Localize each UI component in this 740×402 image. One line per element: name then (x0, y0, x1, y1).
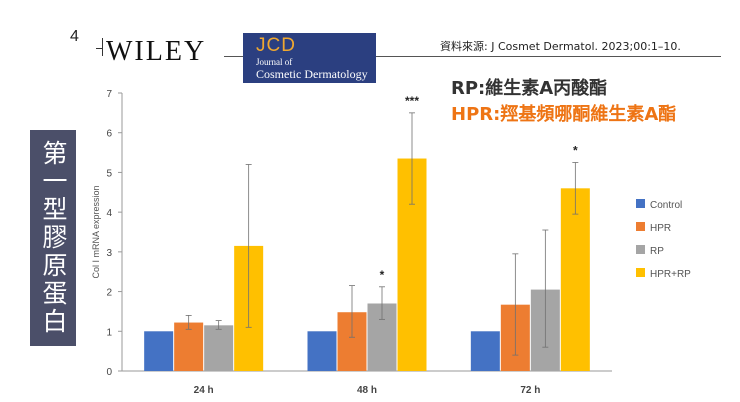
journal-line2: Cosmetic Dermatology (256, 67, 368, 81)
y-tick-label: 6 (106, 129, 112, 140)
caption-hpr: HPR:羥基頻哪酮維生素A酯 (451, 104, 677, 125)
x-tick-label: 48 h (357, 385, 377, 396)
page-number: 4 (70, 28, 79, 45)
x-tick-label: 24 h (194, 385, 214, 396)
significance-marker: * (573, 144, 578, 158)
journal-logo: JCD Journal of Cosmetic Dermatology (243, 33, 376, 83)
y-tick-label: 0 (106, 367, 112, 378)
significance-marker: * (380, 268, 385, 282)
y-tick-label: 1 (106, 327, 112, 338)
legend-swatch (636, 199, 645, 208)
publisher-logo: WILEY (106, 36, 207, 67)
legend-label: HPR+RP (650, 269, 691, 280)
y-tick-label: 4 (106, 208, 112, 219)
x-tick-label: 72 h (520, 385, 540, 396)
legend-swatch (636, 245, 645, 254)
y-tick-label: 3 (106, 248, 112, 259)
bar (174, 322, 204, 371)
publisher-divider (102, 38, 103, 56)
journal-line1: Journal of (256, 57, 293, 67)
bar (307, 331, 337, 371)
side-label: 第一型膠原蛋白 (39, 140, 68, 336)
legend-swatch (636, 222, 645, 231)
bar (144, 331, 174, 371)
header-rule (224, 56, 721, 57)
caption-rp: RP:維生素A丙酸酯 (451, 78, 608, 99)
legend-label: Control (650, 200, 682, 211)
legend-label: RP (650, 246, 664, 257)
significance-marker: *** (405, 94, 419, 108)
side-label-box: 第一型膠原蛋白 (30, 130, 76, 346)
journal-abbr: JCD (256, 35, 296, 56)
y-tick-label: 2 (106, 288, 112, 299)
y-tick-label: 7 (106, 89, 112, 100)
bar (204, 325, 234, 371)
legend-swatch (636, 268, 645, 277)
legend-label: HPR (650, 223, 671, 234)
bar (560, 188, 590, 371)
bar (470, 331, 500, 371)
y-tick-label: 5 (106, 168, 112, 179)
header-rule-left (96, 48, 102, 49)
source-citation: 資料來源: J Cosmet Dermatol. 2023;00:1–10. (440, 40, 681, 53)
y-axis-label: Col I mRNA expression (91, 185, 101, 278)
